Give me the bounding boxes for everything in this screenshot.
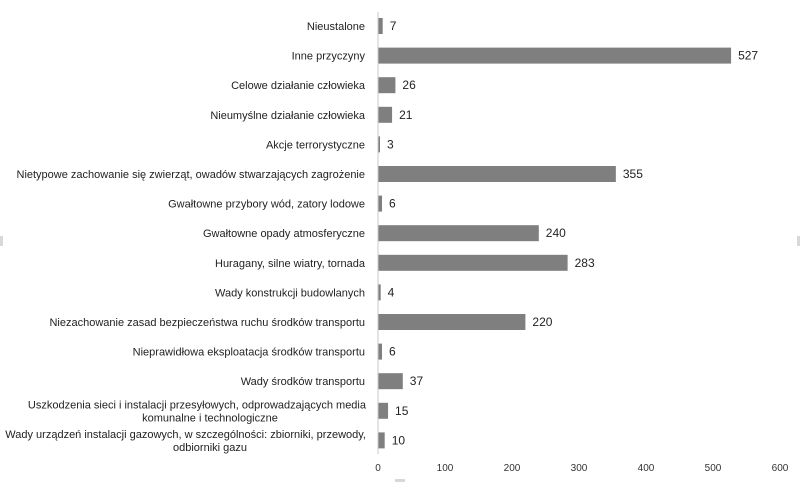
bar-6 — [378, 166, 616, 182]
value-label-15: 10 — [392, 433, 406, 447]
bar-2 — [378, 47, 732, 64]
value-label-6: 355 — [623, 167, 643, 181]
category-label-3: Celowe działanie człowieka — [231, 80, 366, 92]
value-labels: 7 527 26 21 3 355 6 240 283 4 220 6 37 15 10 — [387, 19, 758, 447]
category-label-10: Wady konstrukcji budowlanych — [215, 287, 365, 299]
x-tick-label-0: 0 — [375, 463, 381, 474]
bar-8 — [378, 225, 539, 242]
value-label-13: 37 — [410, 374, 424, 388]
bar-14 — [378, 402, 389, 419]
bar-4 — [378, 106, 393, 123]
value-label-12: 6 — [389, 345, 396, 359]
x-tick-label-300: 300 — [571, 463, 588, 474]
category-label-2: Inne przyczyny — [292, 51, 366, 63]
chart-frame — [0, 236, 800, 482]
category-label-8: Gwałtowne opady atmosferyczne — [203, 228, 365, 240]
value-label-9: 283 — [575, 256, 595, 270]
category-label-1: Nieustalone — [307, 21, 365, 33]
category-label-13: Wady środków transportu — [241, 376, 365, 388]
x-tick-label-600: 600 — [772, 463, 789, 474]
value-label-8: 240 — [546, 226, 566, 240]
category-label-9: Huragany, silne wiatry, tornada — [215, 258, 366, 270]
value-label-3: 26 — [402, 78, 416, 92]
frame-right-handle — [797, 236, 800, 246]
value-label-5: 3 — [387, 137, 394, 151]
bar-10 — [378, 284, 381, 301]
bar-7 — [378, 195, 383, 212]
bar-1 — [378, 18, 383, 34]
bar-13 — [378, 373, 403, 390]
category-label-5: Akcje terrorystyczne — [266, 139, 365, 151]
x-tick-label-500: 500 — [705, 463, 722, 474]
category-label-14: Uszkodzenia sieci i instalacji przesyłow… — [28, 399, 367, 424]
bar-3 — [378, 77, 396, 94]
value-label-1: 7 — [390, 19, 397, 33]
category-labels: Nieustalone Inne przyczyny Celowe działani… — [5, 21, 367, 454]
bar-12 — [378, 343, 383, 360]
bars-group — [378, 18, 732, 449]
frame-left-handle — [0, 236, 3, 246]
category-label-15: Wady urządzeń instalacji gazowych, w szc… — [5, 429, 366, 454]
value-label-7: 6 — [389, 197, 396, 211]
value-label-11: 220 — [532, 315, 552, 329]
category-label-7: Gwałtowne przybory wód, zatory lodowe — [168, 199, 365, 211]
value-label-10: 4 — [388, 285, 395, 299]
x-tick-label-400: 400 — [638, 463, 655, 474]
frame-bottom-handle — [395, 479, 405, 482]
x-tick-label-100: 100 — [437, 463, 454, 474]
x-tick-label-200: 200 — [504, 463, 521, 474]
value-label-14: 15 — [395, 404, 409, 418]
bar-9 — [378, 254, 568, 271]
category-label-11: Niezachowanie zasad bezpieczeństwa ruchu… — [49, 317, 365, 329]
bar-5 — [378, 136, 381, 153]
category-label-6: Nietypowe zachowanie się zwierząt, owadó… — [17, 169, 366, 181]
bar-11 — [378, 314, 526, 330]
value-label-2: 527 — [738, 49, 758, 63]
category-label-4: Nieumyślne działanie człowieka — [210, 110, 366, 122]
category-label-12: Nieprawidłowa eksploatacja środków trans… — [133, 347, 365, 359]
x-axis-ticks: 0 100 200 300 400 500 600 — [375, 12, 789, 474]
bar-15 — [378, 432, 385, 449]
value-label-4: 21 — [399, 108, 413, 122]
